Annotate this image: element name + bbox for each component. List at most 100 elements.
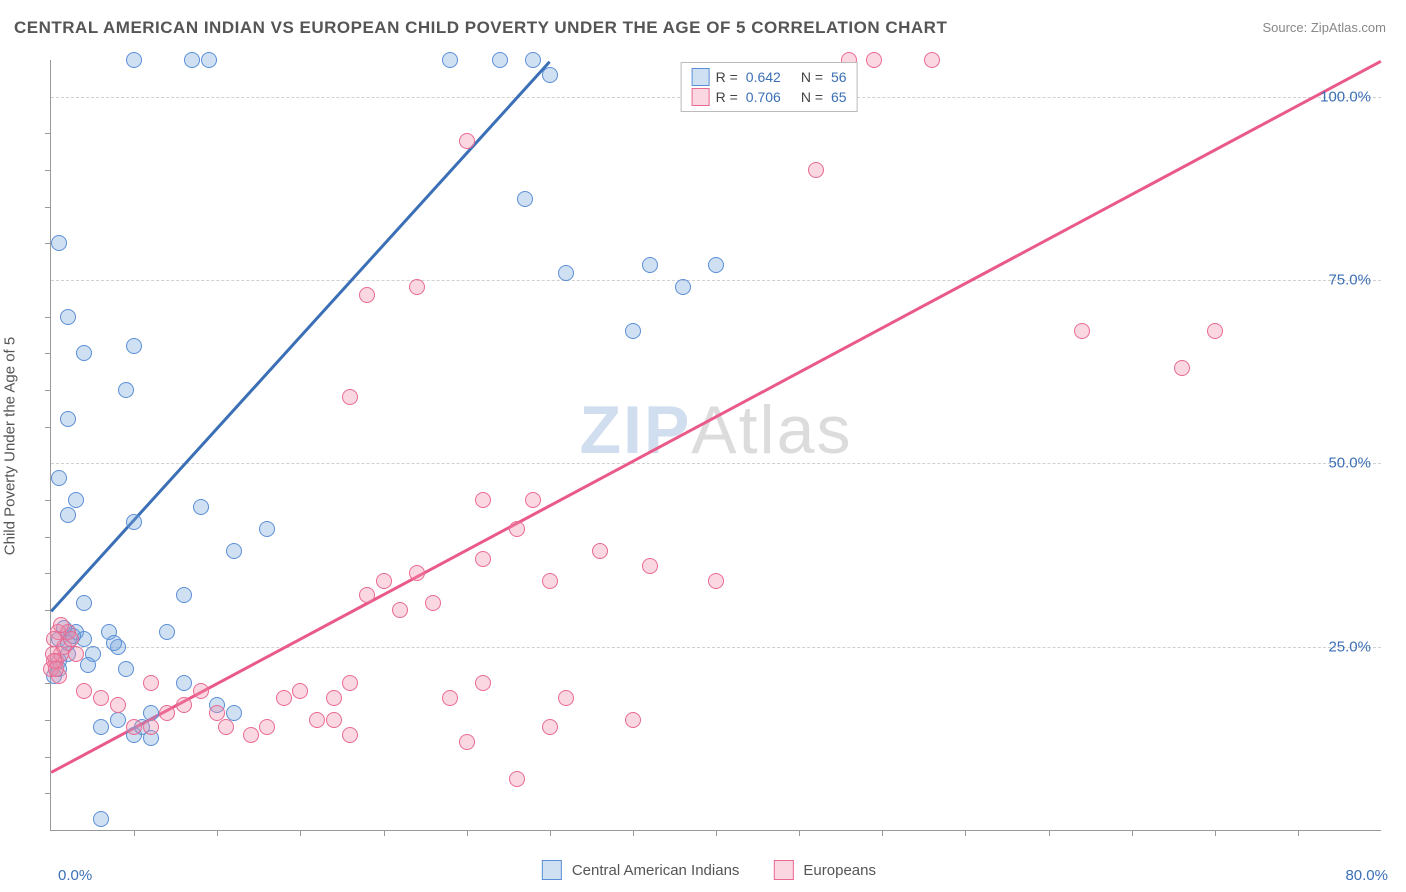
data-point — [48, 661, 64, 677]
legend-r-value: 0.706 — [746, 87, 781, 107]
y-tick — [45, 683, 51, 684]
data-point — [359, 587, 375, 603]
y-tick — [45, 390, 51, 391]
data-point — [376, 573, 392, 589]
data-point — [1074, 323, 1090, 339]
data-point — [475, 492, 491, 508]
stats-legend: R =0.642N =56R =0.706N =65 — [681, 62, 858, 112]
x-tick — [134, 830, 135, 836]
data-point — [50, 624, 66, 640]
data-point — [326, 712, 342, 728]
legend-swatch — [542, 860, 562, 880]
legend-n-label: N = — [801, 67, 823, 87]
data-point — [193, 683, 209, 699]
data-point — [93, 811, 109, 827]
data-point — [51, 653, 67, 669]
data-point — [342, 675, 358, 691]
y-tick — [45, 243, 51, 244]
data-point — [53, 646, 69, 662]
chart-container: CENTRAL AMERICAN INDIAN VS EUROPEAN CHIL… — [0, 0, 1406, 892]
x-tick — [467, 830, 468, 836]
data-point — [143, 675, 159, 691]
data-point — [126, 338, 142, 354]
data-point — [45, 646, 61, 662]
data-point — [60, 646, 76, 662]
data-point — [292, 683, 308, 699]
data-point — [475, 675, 491, 691]
stats-legend-row: R =0.706N =65 — [692, 87, 847, 107]
x-tick — [550, 830, 551, 836]
data-point — [542, 67, 558, 83]
data-point — [76, 683, 92, 699]
data-point — [176, 587, 192, 603]
data-point — [1207, 323, 1223, 339]
legend-n-value: 65 — [831, 87, 847, 107]
y-tick — [45, 353, 51, 354]
data-point — [218, 719, 234, 735]
data-point — [93, 719, 109, 735]
stats-legend-row: R =0.642N =56 — [692, 67, 847, 87]
data-point — [509, 771, 525, 787]
data-point — [143, 719, 159, 735]
y-tick — [45, 610, 51, 611]
data-point — [309, 712, 325, 728]
data-point — [475, 551, 491, 567]
data-point — [509, 521, 525, 537]
data-point — [542, 719, 558, 735]
data-point — [159, 705, 175, 721]
y-tick-label: 25.0% — [1328, 638, 1371, 655]
data-point — [625, 712, 641, 728]
data-point — [46, 668, 62, 684]
data-point — [209, 697, 225, 713]
y-tick-label: 100.0% — [1320, 88, 1371, 105]
data-point — [276, 690, 292, 706]
x-axis-max-label: 80.0% — [1345, 867, 1388, 884]
watermark: ZIPAtlas — [580, 391, 853, 469]
data-point — [68, 492, 84, 508]
data-point — [517, 191, 533, 207]
data-point — [51, 661, 67, 677]
data-point — [642, 558, 658, 574]
y-tick — [45, 793, 51, 794]
watermark-atlas: Atlas — [691, 392, 852, 468]
data-point — [209, 705, 225, 721]
gridline — [51, 647, 1381, 648]
x-tick — [716, 830, 717, 836]
data-point — [176, 675, 192, 691]
data-point — [85, 646, 101, 662]
y-tick — [45, 427, 51, 428]
y-tick — [45, 133, 51, 134]
data-point — [46, 631, 62, 647]
legend-series-label: Europeans — [803, 862, 876, 879]
data-point — [51, 631, 67, 647]
y-tick — [45, 170, 51, 171]
y-tick — [45, 207, 51, 208]
data-point — [60, 411, 76, 427]
data-point — [193, 499, 209, 515]
data-point — [542, 573, 558, 589]
data-point — [176, 697, 192, 713]
chart-title: CENTRAL AMERICAN INDIAN VS EUROPEAN CHIL… — [14, 18, 947, 38]
data-point — [110, 712, 126, 728]
data-point — [143, 730, 159, 746]
data-point — [409, 279, 425, 295]
data-point — [76, 345, 92, 361]
data-point — [53, 617, 69, 633]
data-point — [46, 653, 62, 669]
source-prefix: Source: — [1262, 20, 1310, 35]
data-point — [51, 668, 67, 684]
source-attribution: Source: ZipAtlas.com — [1262, 20, 1386, 35]
data-point — [60, 507, 76, 523]
data-point — [110, 697, 126, 713]
plot-area: ZIPAtlas R =0.642N =56R =0.706N =65 25.0… — [50, 60, 1381, 831]
y-tick — [45, 720, 51, 721]
data-point — [143, 705, 159, 721]
data-point — [675, 279, 691, 295]
data-point — [1174, 360, 1190, 376]
x-tick — [1298, 830, 1299, 836]
data-point — [201, 52, 217, 68]
data-point — [159, 624, 175, 640]
x-tick — [1215, 830, 1216, 836]
data-point — [259, 521, 275, 537]
x-tick — [1132, 830, 1133, 836]
